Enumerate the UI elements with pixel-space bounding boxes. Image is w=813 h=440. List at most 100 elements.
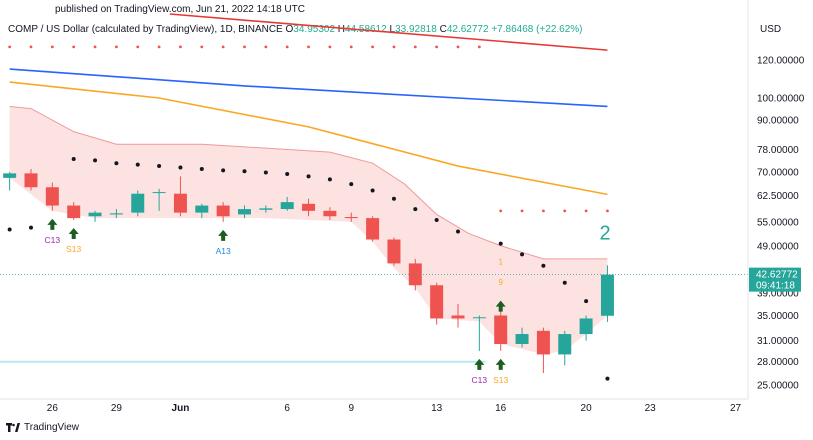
- count-label: 1: [498, 257, 503, 266]
- sar-dot: [456, 229, 460, 234]
- candle-body: [408, 263, 422, 286]
- candle-body: [323, 210, 337, 217]
- resistance-dot: [328, 45, 332, 49]
- candle-body: [536, 330, 550, 355]
- candle-body: [600, 274, 614, 316]
- y-tick-label: 120.00000: [757, 56, 805, 67]
- sar-dot: [263, 170, 268, 175]
- candle-body: [131, 193, 145, 213]
- resistance-dot: [307, 45, 310, 49]
- candle-body: [173, 193, 187, 213]
- y-tick-label: 25.00000: [757, 381, 799, 392]
- resistance-dot: [392, 45, 396, 49]
- change-value: +7.86468 (+22.62%): [491, 24, 583, 35]
- resistance-dot: [72, 45, 76, 49]
- band-upper-line: [9, 105, 608, 260]
- resistance-dot: [371, 45, 374, 49]
- y-tick-label: 35.00000: [757, 311, 799, 322]
- resistance-dot: [413, 45, 417, 49]
- resistance-dot: [200, 45, 204, 49]
- resistance-dot: [606, 209, 609, 213]
- high-label: H: [337, 24, 346, 35]
- candle-body: [366, 218, 380, 240]
- candle-body: [472, 317, 486, 319]
- price-badge-countdown: 09:41:18: [756, 281, 795, 292]
- axis-layer: 120.00000 100.00000 90.00000 78.00000 70.000…: [0, 0, 805, 414]
- price-badge: [749, 267, 801, 292]
- sar-dot: [541, 263, 546, 268]
- candle-body: [24, 173, 38, 188]
- candle-body: [259, 208, 273, 210]
- candle-body: [430, 285, 444, 319]
- candle-body: [88, 212, 102, 217]
- sar-dot: [391, 196, 396, 201]
- y-tick-label: 49.00000: [757, 241, 799, 252]
- sar-dot: [413, 207, 418, 212]
- resistance-dot: [115, 45, 118, 49]
- signal-label: S13: [66, 244, 81, 254]
- y-tick-label: 100.00000: [757, 93, 805, 104]
- buy-arrow-icon: [68, 227, 79, 239]
- close-value: 42.62772: [446, 24, 489, 35]
- low-value: 33.92818: [395, 24, 437, 35]
- candle-body: [45, 187, 59, 206]
- candle-body: [494, 315, 508, 344]
- candle-body: [579, 318, 593, 335]
- candle-layer: [3, 168, 614, 374]
- sar-dot: [199, 166, 204, 171]
- sar-dot: [434, 217, 439, 222]
- candle-body: [344, 217, 358, 219]
- signal-label: S13: [493, 375, 508, 385]
- x-tick-label: 23: [645, 403, 657, 414]
- published-note: published on TradingView.com, Jun 21, 20…: [55, 4, 305, 15]
- x-tick-label: 27: [730, 403, 742, 414]
- high-value: 44.58612: [345, 24, 387, 35]
- resistance-dot: [285, 45, 289, 49]
- candle-body: [216, 205, 230, 217]
- x-tick-label: 9: [348, 403, 354, 414]
- sar-dot: [29, 225, 33, 230]
- buy-arrow-icon: [495, 358, 506, 370]
- y-tick-label: 78.00000: [757, 145, 799, 156]
- symbol-header: COMP / US Dollar (calculated by TradingV…: [8, 24, 583, 35]
- x-tick-label: 13: [431, 403, 443, 414]
- sar-dot: [114, 161, 119, 166]
- x-tick-label: 20: [581, 403, 593, 414]
- signal-label: C13: [472, 375, 488, 385]
- moving-average-layer: [9, 13, 608, 196]
- sar-dot: [306, 174, 311, 179]
- candle-body: [387, 239, 401, 264]
- buy-arrow-icon: [47, 218, 58, 230]
- resistance-dot: [264, 45, 268, 49]
- candle-body: [195, 205, 209, 213]
- candle-body: [280, 202, 294, 210]
- sar-dot: [7, 227, 12, 232]
- sar-dot: [157, 164, 162, 169]
- resistance-dot: [157, 45, 161, 49]
- footer-brand[interactable]: TradingView: [6, 422, 79, 433]
- resistance-dot: [499, 209, 503, 213]
- resistance-dot: [584, 209, 588, 213]
- band-fill: [9, 106, 608, 355]
- sar-dot: [605, 376, 610, 381]
- y-tick-label: 39.00000: [757, 289, 799, 300]
- candle-body: [152, 192, 166, 194]
- buy-arrow-icon: [495, 300, 506, 312]
- resistance-dot: [29, 45, 33, 49]
- sar-dot: [562, 280, 567, 285]
- resistance-dot: [349, 45, 353, 49]
- resistance-dot: [93, 45, 97, 49]
- x-tick-label: 26: [47, 403, 59, 414]
- sar-dot: [327, 177, 332, 182]
- y-tick-label: 31.00000: [757, 336, 799, 347]
- sar-dot: [584, 299, 589, 304]
- candle-body: [109, 213, 123, 215]
- price-badge-value: 42.62772: [756, 270, 798, 281]
- ma-blue-line: [9, 68, 608, 108]
- resistance-dot: [221, 45, 225, 49]
- footer-brand-text: TradingView: [24, 422, 80, 433]
- symbol-title: COMP / US Dollar (calculated by TradingV…: [8, 24, 283, 35]
- resistance-dot: [477, 45, 481, 49]
